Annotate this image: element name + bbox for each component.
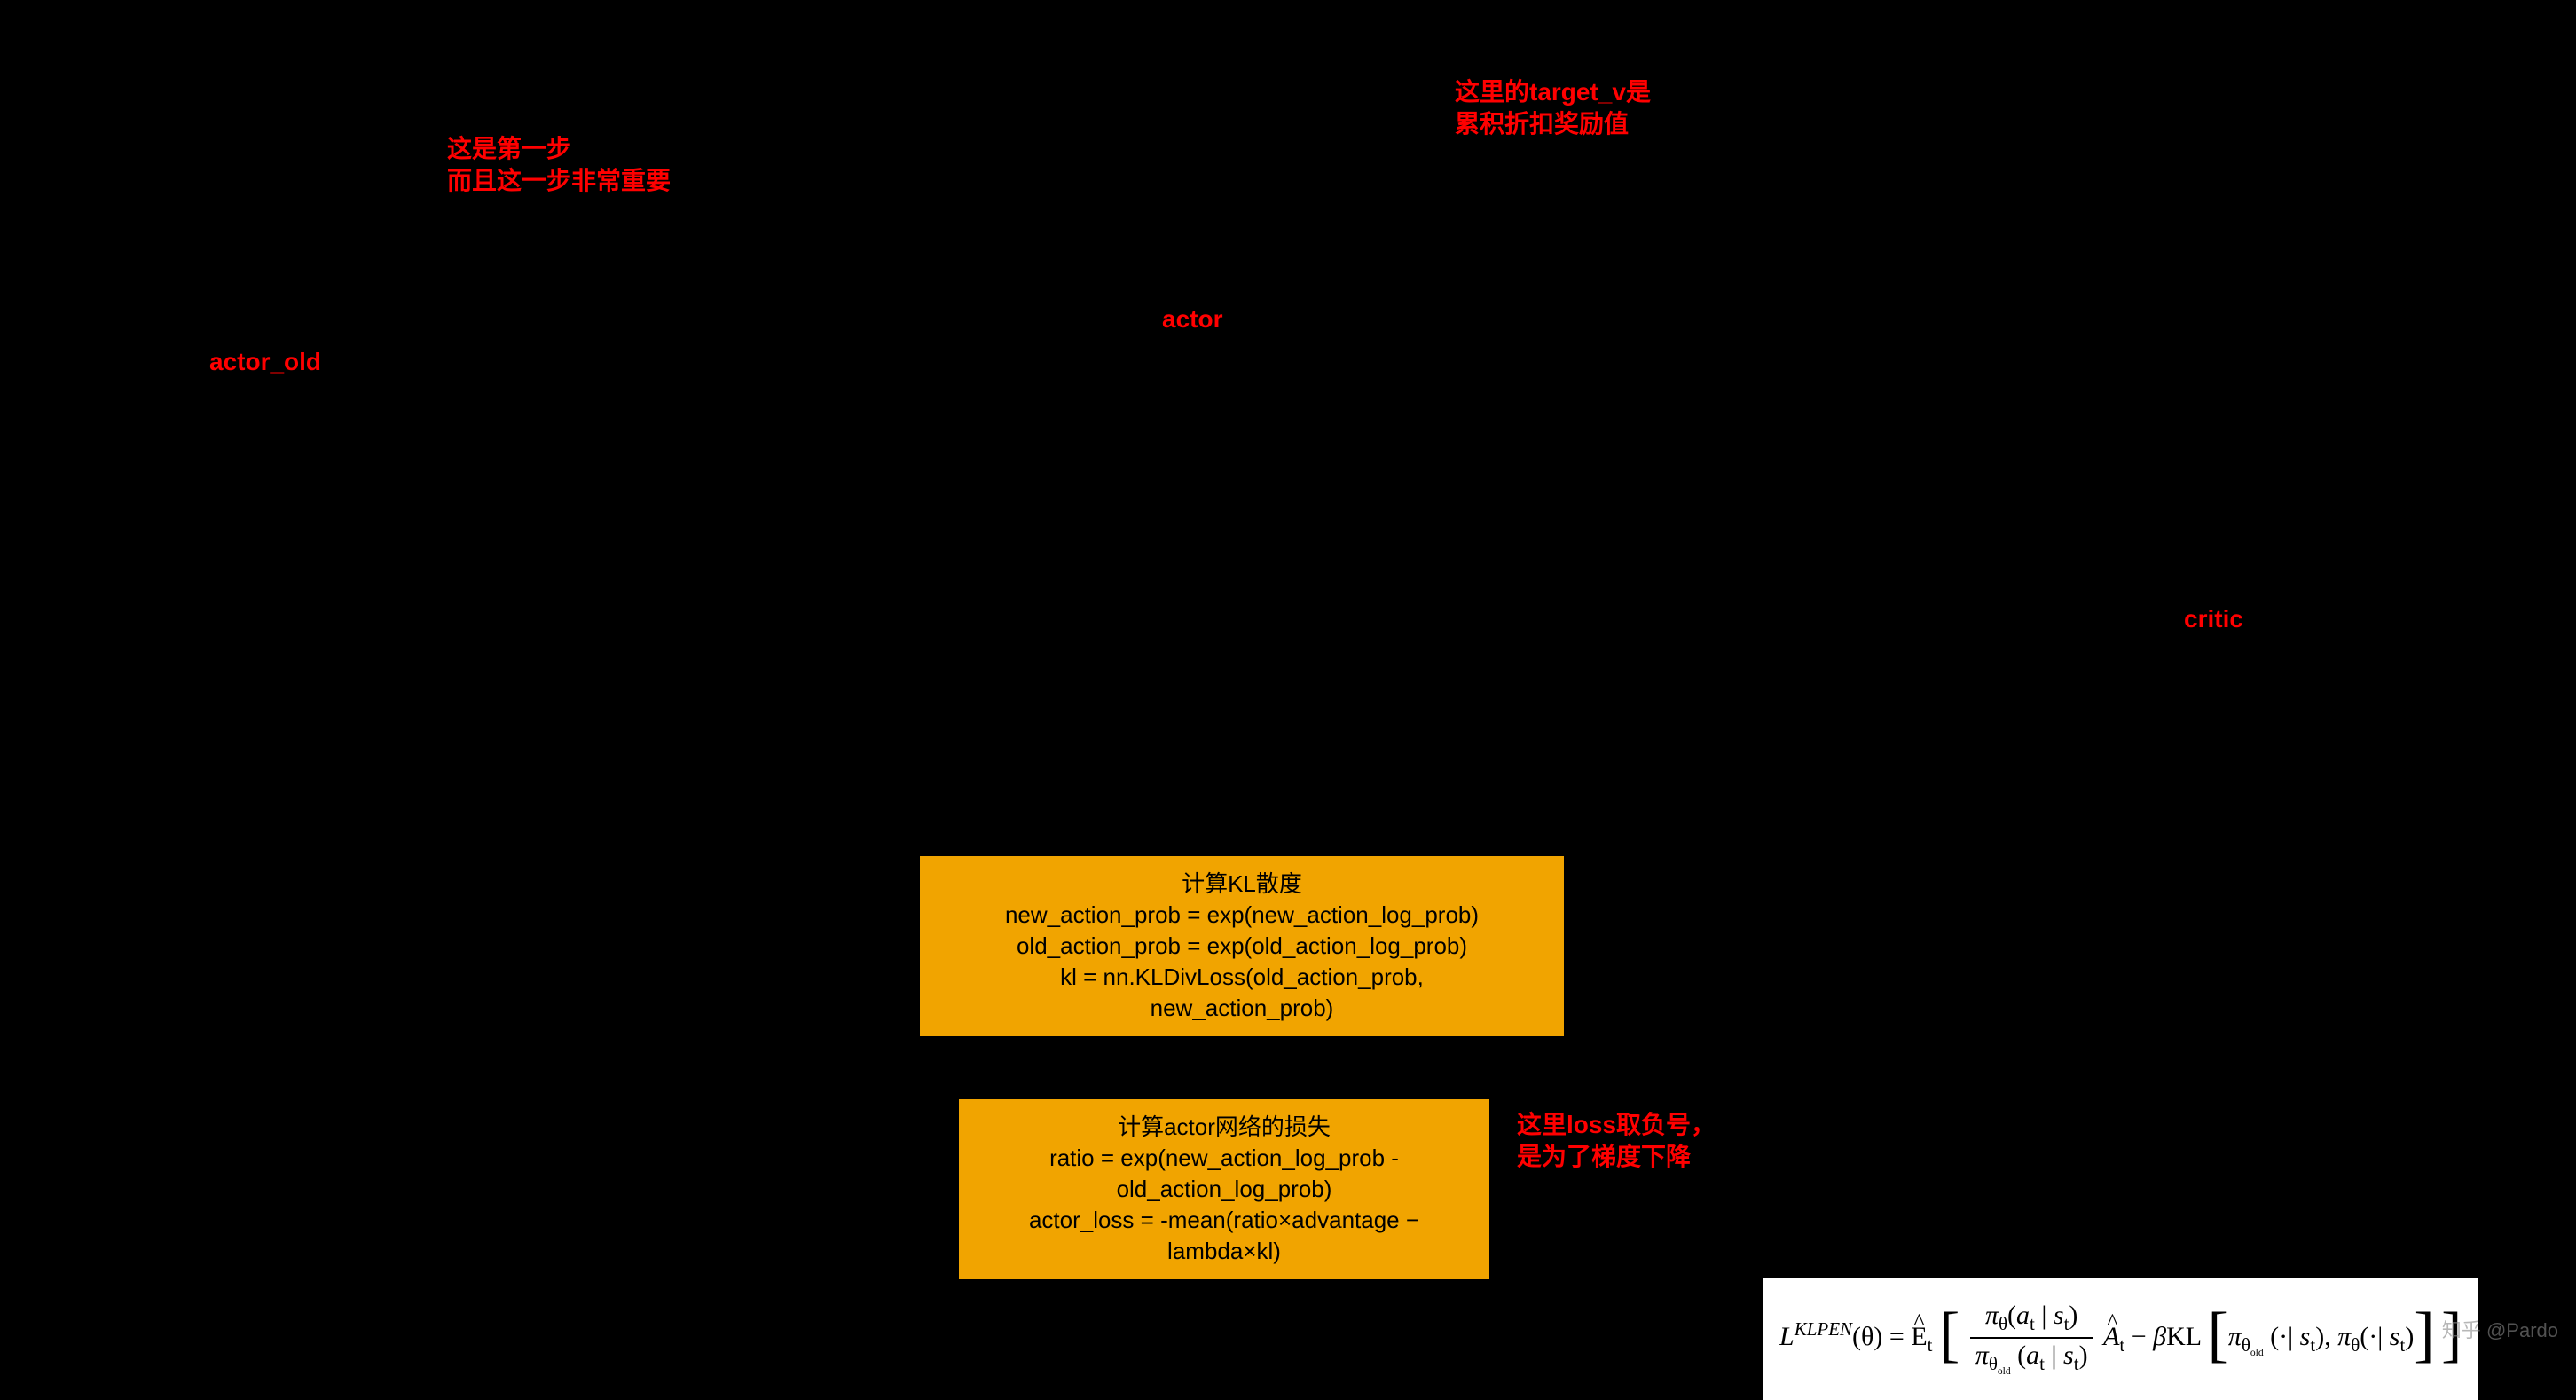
box-actor-loss-line2: old_action_log_prob) [977, 1174, 1472, 1205]
box-kl-line1: new_action_prob = exp(new_action_log_pro… [938, 900, 1546, 931]
label-actor-old: actor_old [209, 346, 321, 378]
box-kl-line4: new_action_prob) [938, 993, 1546, 1024]
label-critic: critic [2184, 603, 2243, 635]
note-loss-line1: 这里loss取负号， [1517, 1111, 1716, 1138]
note-step1: 这是第一步 而且这一步非常重要 [447, 133, 671, 198]
note-step1-line2: 而且这一步非常重要 [447, 167, 671, 194]
formula-klpen: LKLPEN(θ) = Et [ πθ(at | st) πθold (at |… [1763, 1278, 2478, 1400]
note-loss-line2: 是为了梯度下降 [1517, 1143, 1691, 1170]
box-actor-loss-line1: ratio = exp(new_action_log_prob - [977, 1143, 1472, 1174]
box-kl-title: 计算KL散度 [938, 869, 1546, 900]
box-actor-loss-line4: lambda×kl) [977, 1236, 1472, 1267]
label-actor: actor [1162, 303, 1222, 335]
note-step1-line1: 这是第一步 [447, 135, 571, 162]
note-target-v-line1: 这里的target_v是 [1455, 78, 1651, 106]
box-actor-loss-title: 计算actor网络的损失 [977, 1112, 1472, 1143]
box-kl-divergence: 计算KL散度 new_action_prob = exp(new_action_… [919, 855, 1565, 1037]
note-target-v-line2: 累积折扣奖励值 [1455, 110, 1629, 138]
note-loss-neg: 这里loss取负号， 是为了梯度下降 [1517, 1109, 1716, 1174]
box-kl-line3: kl = nn.KLDivLoss(old_action_prob, [938, 962, 1546, 993]
watermark: 知乎 @Pardo [2442, 1315, 2558, 1343]
box-actor-loss: 计算actor网络的损失 ratio = exp(new_action_log_… [958, 1098, 1490, 1280]
box-actor-loss-line3: actor_loss = -mean(ratio×advantage − [977, 1205, 1472, 1236]
box-kl-line2: old_action_prob = exp(old_action_log_pro… [938, 931, 1546, 962]
note-target-v: 这里的target_v是 累积折扣奖励值 [1455, 76, 1651, 141]
